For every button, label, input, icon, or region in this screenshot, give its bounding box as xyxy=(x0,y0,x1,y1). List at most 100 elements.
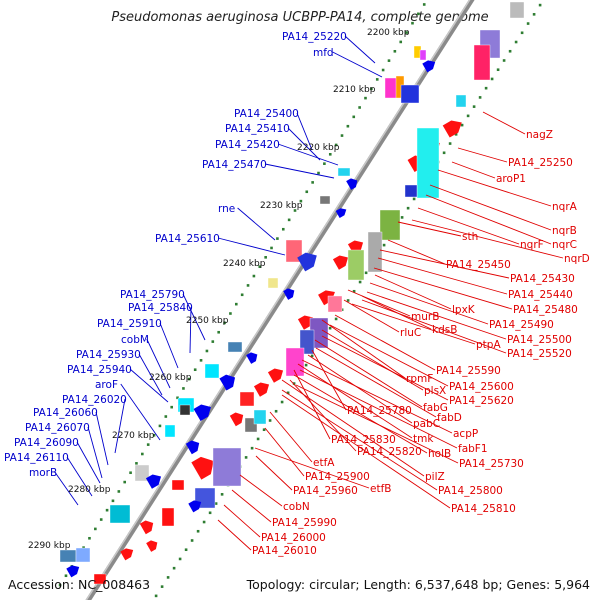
leader-line xyxy=(223,504,261,538)
leader-line xyxy=(451,161,496,179)
gene-arrow xyxy=(346,178,358,190)
kbp-tick-label: 2220 kbp xyxy=(297,143,340,153)
outer-track-dot xyxy=(182,387,185,390)
kbp-tick-label: 2210 kbp xyxy=(333,85,376,95)
gene-block xyxy=(384,77,398,99)
outer-track-dot xyxy=(94,527,97,531)
plus-strand-label: PA14_26020 xyxy=(62,394,127,406)
leader-line xyxy=(76,441,101,484)
plus-strand-label: rne xyxy=(218,203,235,215)
gene-arrow xyxy=(422,60,436,73)
kbp-tick-label: 2240 kbp xyxy=(223,259,266,269)
outer-track-dot xyxy=(317,171,320,175)
minus-strand-label: rpmF xyxy=(406,373,433,385)
inner-track-dot xyxy=(178,557,182,561)
plus-strand-label: PA14_25610 xyxy=(155,233,220,245)
outer-track-dot xyxy=(252,274,256,278)
leader-line xyxy=(417,207,520,245)
minus-strand-label: PA14_25990 xyxy=(272,517,337,529)
minus-strand-label: sth xyxy=(462,231,478,243)
outer-track-dot xyxy=(141,452,144,456)
leader-line xyxy=(95,411,109,466)
outer-track-dot xyxy=(199,359,203,362)
inner-track-dot xyxy=(508,49,512,53)
outer-track-dot xyxy=(375,78,379,81)
gene-arrow xyxy=(335,208,347,218)
leader-line xyxy=(334,314,436,371)
inner-track-dot xyxy=(190,539,194,542)
minus-strand-label: PA14_25800 xyxy=(438,485,503,497)
gene-arrow xyxy=(297,252,317,272)
outer-track-dot xyxy=(311,181,314,184)
plus-strand-label: PA14_25790 xyxy=(120,289,185,301)
gene-block xyxy=(416,127,440,199)
inner-track-dot xyxy=(382,243,386,247)
minus-strand-label: PA14_26010 xyxy=(252,545,317,557)
inner-track-dot xyxy=(244,456,248,459)
leader-line xyxy=(231,489,272,523)
leader-line xyxy=(217,237,286,256)
outer-track-dot xyxy=(129,471,132,475)
leader-line xyxy=(429,184,552,231)
minus-strand-label: PA14_25450 xyxy=(446,259,511,271)
leader-line xyxy=(329,324,449,387)
outer-track-dot xyxy=(358,106,361,109)
gene-arrow xyxy=(442,120,462,138)
leader-line xyxy=(182,293,206,341)
leader-line xyxy=(314,339,423,408)
plus-strand-label: PA14_25930 xyxy=(76,349,141,361)
minus-strand-label: nqrF xyxy=(520,239,544,251)
leader-line xyxy=(437,169,552,207)
map-title: Pseudomonas aeruginosa UCBPP-PA14, compl… xyxy=(111,10,489,25)
gene-block xyxy=(93,573,107,585)
inner-track-dot xyxy=(406,206,410,210)
inner-track-dot xyxy=(448,142,452,145)
gene-block xyxy=(253,409,267,425)
kbp-tick-label: 2280 kbp xyxy=(68,485,111,495)
leader-line xyxy=(351,303,476,345)
inner-track-dot xyxy=(250,446,254,450)
inner-track-dot xyxy=(538,3,542,7)
inner-track-dot xyxy=(346,299,350,302)
minus-strand-label: PA14_25820 xyxy=(357,446,422,458)
outer-track-dot xyxy=(234,302,238,306)
leader-line xyxy=(255,455,293,491)
leader-line xyxy=(264,427,305,477)
plus-strand-label: PA14_25400 xyxy=(234,108,299,120)
leader-line xyxy=(344,35,376,64)
plus-strand-label: PA14_25940 xyxy=(67,364,132,376)
gene-arrow xyxy=(246,352,258,364)
minus-strand-label: fabG xyxy=(423,402,448,414)
outer-track-dot xyxy=(88,536,91,540)
leader-line xyxy=(254,447,370,489)
leader-layer xyxy=(54,35,564,551)
gene-arrow xyxy=(191,456,214,480)
leader-line xyxy=(374,274,452,310)
inner-track-dot xyxy=(334,317,338,321)
gene-block xyxy=(419,49,427,61)
outer-track-dot xyxy=(211,340,215,343)
plus-strand-label: PA14_25410 xyxy=(225,123,290,135)
leader-line xyxy=(293,374,428,454)
outer-track-dot xyxy=(299,199,303,203)
plus-strand-label: cobM xyxy=(121,334,149,346)
minus-strand-label: PA14_25500 xyxy=(507,334,572,346)
minus-strand-label: etfA xyxy=(313,457,335,469)
leader-line xyxy=(361,299,507,354)
gene-block xyxy=(367,231,383,273)
kbp-tick-label: 2260 kbp xyxy=(149,373,192,383)
leader-line xyxy=(120,383,161,441)
gene-arrow xyxy=(267,368,284,383)
outer-track-dot xyxy=(258,265,262,268)
outer-track-dot xyxy=(364,96,367,100)
outer-track-dot xyxy=(387,59,391,62)
gene-arrow xyxy=(229,412,244,427)
inner-track-dot xyxy=(358,280,362,284)
plus-strand-label: mfd xyxy=(313,47,334,59)
outer-track-dot xyxy=(117,490,121,493)
plus-strand-label: PA14_25840 xyxy=(128,302,193,314)
inner-track-dot xyxy=(526,22,530,25)
leader-line xyxy=(66,456,93,497)
outer-track-dot xyxy=(340,134,344,137)
